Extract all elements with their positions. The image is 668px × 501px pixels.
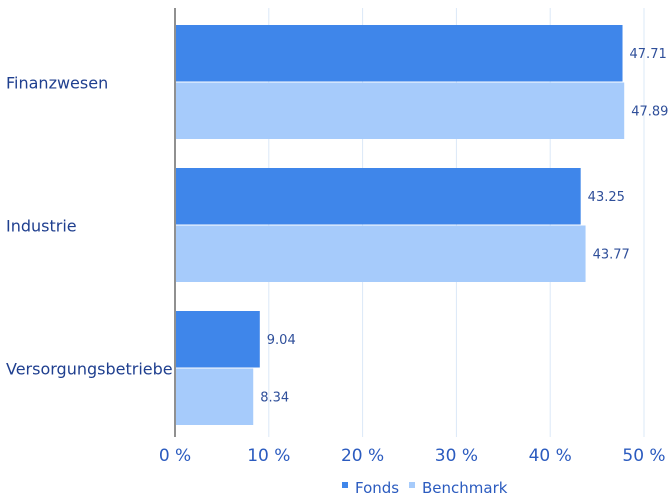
bar-fonds (176, 168, 581, 225)
bar-benchmark (176, 226, 586, 283)
legend-swatch (342, 482, 348, 488)
legend: Fonds Benchmark (342, 479, 508, 497)
data-label: 47.89 (631, 104, 668, 119)
category-labels: Finanzwesen Industrie Versorgungsbetriebe (6, 74, 173, 379)
data-label: 47.71 (630, 47, 667, 62)
category-label: Industrie (6, 217, 77, 236)
x-tick-label: 10 % (247, 446, 290, 466)
legend-swatch (409, 482, 415, 488)
x-tick-label: 0 % (159, 446, 191, 466)
data-label: 43.25 (588, 190, 625, 205)
x-tick-labels: 0 % 10 % 20 % 30 % 40 % 50 % (159, 446, 666, 466)
bar-benchmark (176, 83, 624, 140)
x-tick-label: 30 % (435, 446, 478, 466)
legend-label: Fonds (355, 479, 399, 497)
legend-label: Benchmark (422, 479, 508, 497)
category-label: Finanzwesen (6, 74, 108, 93)
data-label: 43.77 (593, 247, 630, 262)
bar-fonds (176, 25, 623, 82)
bars (176, 25, 624, 425)
bar-fonds (176, 311, 260, 368)
x-tick-label: 50 % (622, 446, 665, 466)
x-tick-label: 40 % (529, 446, 572, 466)
x-tick-label: 20 % (341, 446, 384, 466)
data-label: 9.04 (267, 333, 296, 348)
bar-benchmark (176, 369, 253, 426)
category-label: Versorgungsbetriebe (6, 360, 173, 379)
data-label: 8.34 (260, 390, 289, 405)
